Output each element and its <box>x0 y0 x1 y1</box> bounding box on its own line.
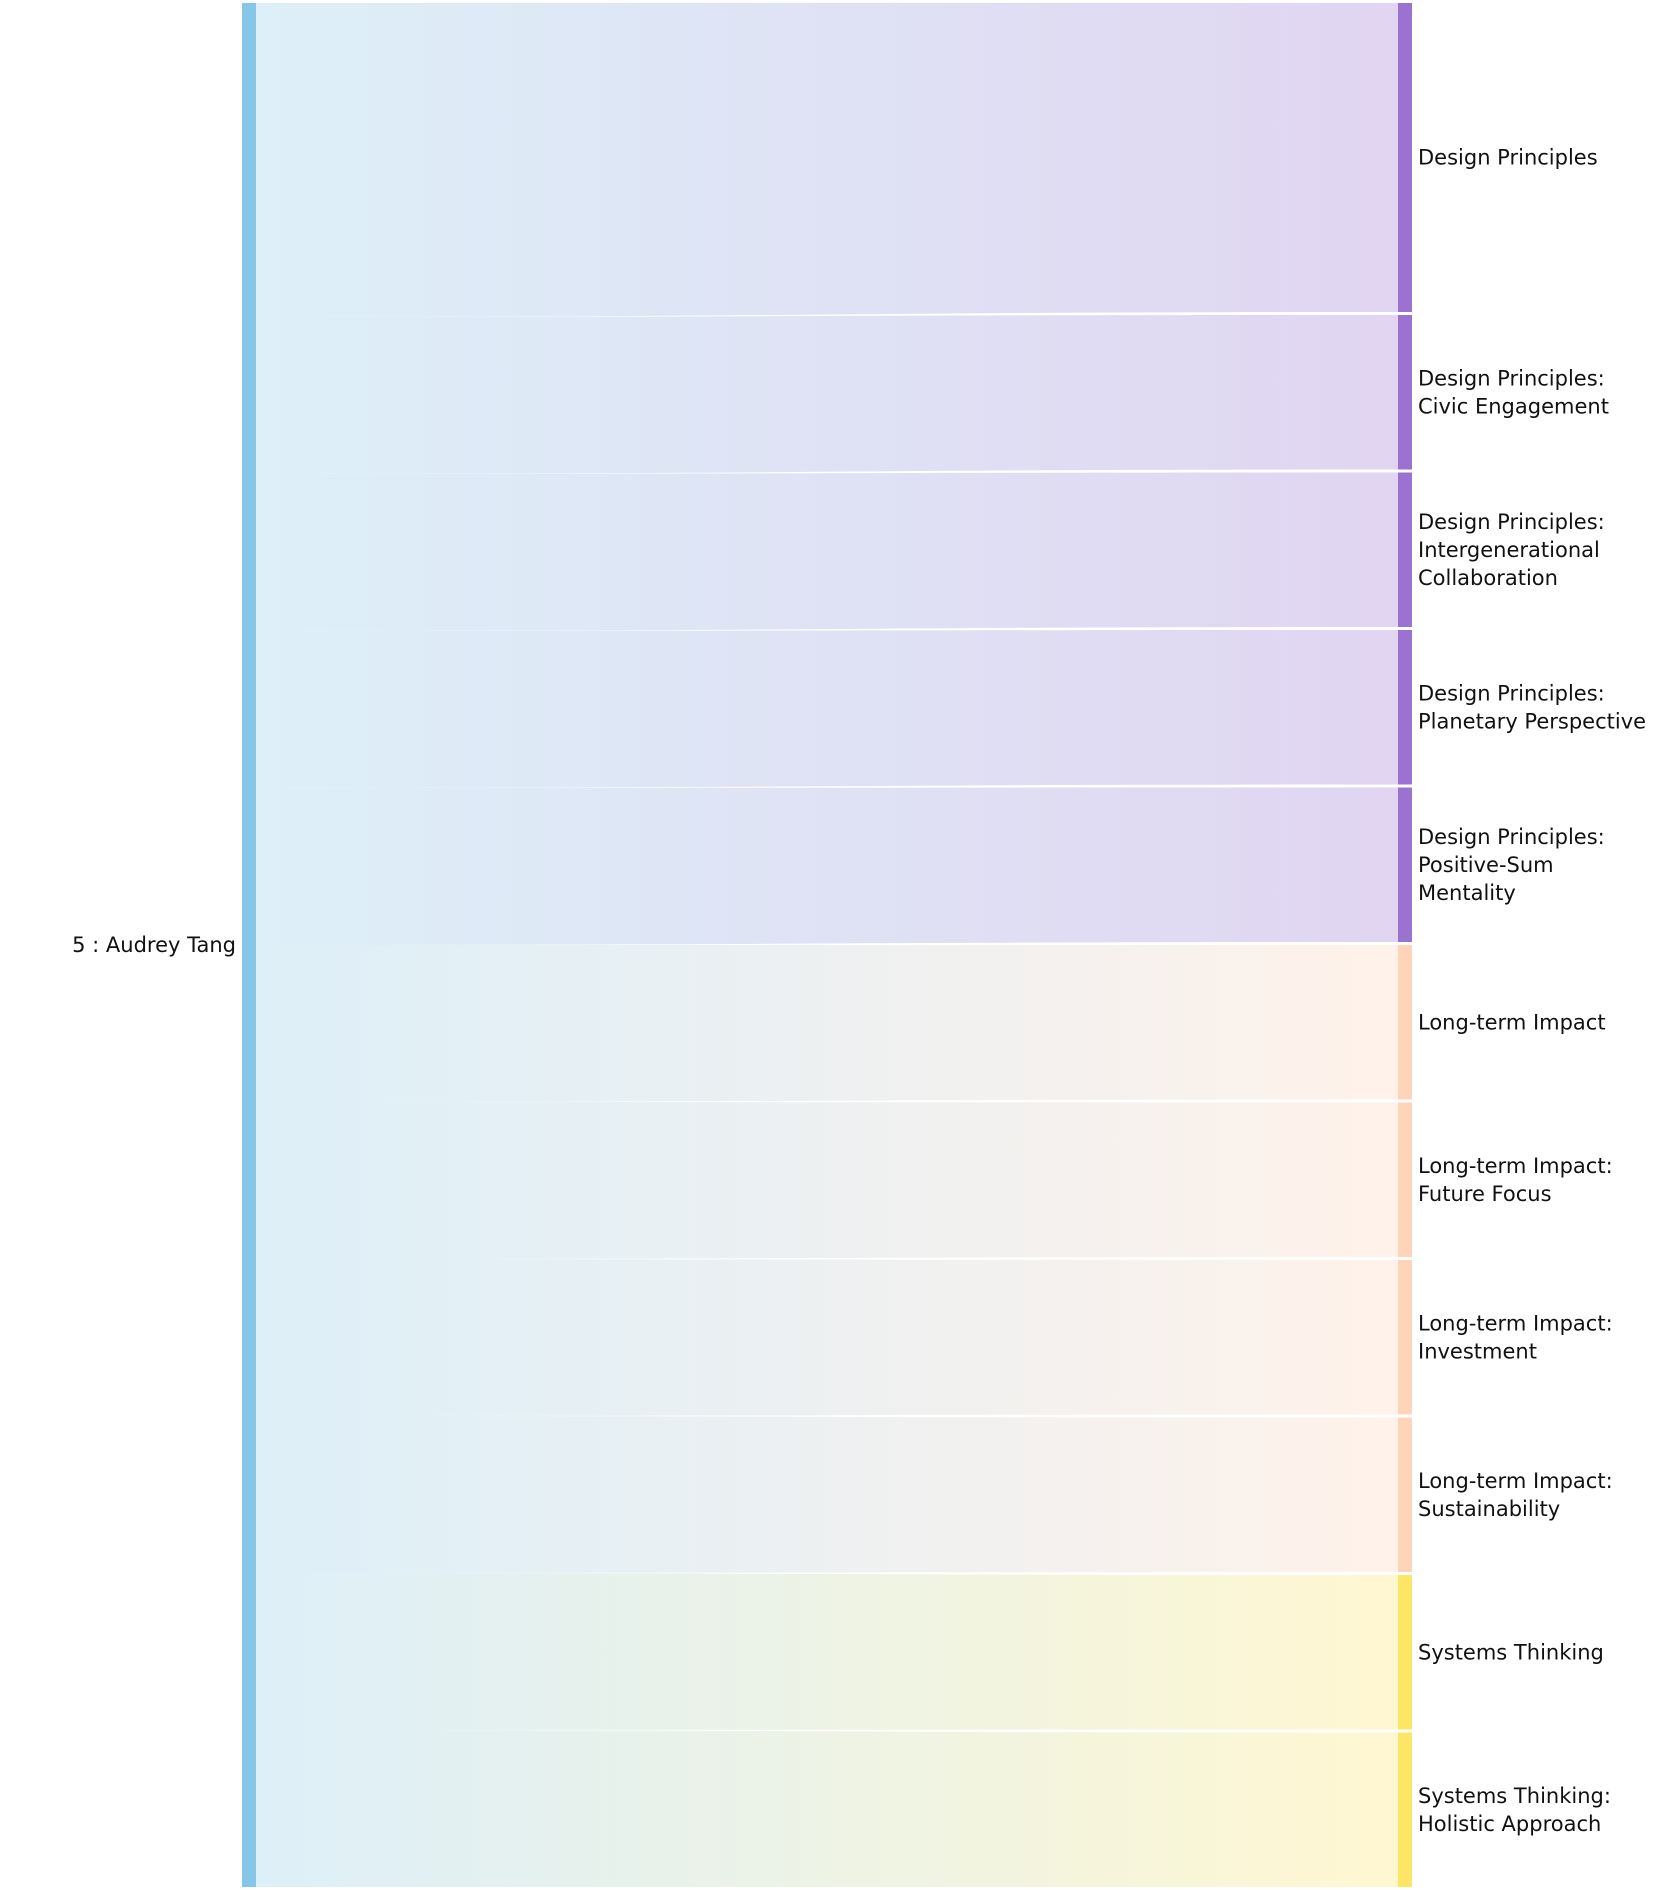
source-node-label: 5 : Audrey Tang <box>72 933 236 957</box>
target-node-label: Long-term Impact <box>1418 1010 1606 1034</box>
target-node <box>1398 472 1412 627</box>
sankey-link <box>256 1416 1398 1573</box>
target-node-label: Design Principles: Positive-Sum Mentality <box>1418 825 1605 905</box>
target-node-label: Design Principles: Intergenerational Colla… <box>1418 510 1605 590</box>
sankey-link <box>256 472 1398 631</box>
sankey-link <box>256 3 1398 317</box>
target-node-label: Long-term Impact: Sustainability <box>1418 1469 1613 1521</box>
sankey-link <box>256 1259 1398 1416</box>
target-node-label: Systems Thinking: Holistic Approach <box>1418 1784 1611 1836</box>
target-node <box>1398 787 1412 942</box>
target-node-label: Systems Thinking <box>1418 1640 1604 1664</box>
target-node <box>1398 630 1412 785</box>
sankey-links <box>256 3 1398 1887</box>
target-node <box>1398 1575 1412 1730</box>
target-node <box>1398 1732 1412 1887</box>
sankey-labels: 5 : Audrey Tang Design Principles Design P… <box>72 146 1646 1836</box>
target-node-label: Long-term Impact: Future Focus <box>1418 1154 1613 1206</box>
target-node-label: Long-term Impact: Investment <box>1418 1311 1613 1363</box>
target-node <box>1398 315 1412 470</box>
sankey-link <box>256 1730 1398 1887</box>
target-node <box>1398 3 1412 312</box>
sankey-link <box>256 1102 1398 1259</box>
sankey-link <box>256 1573 1398 1730</box>
target-node-label: Design Principles: Planetary Perspective <box>1418 681 1646 733</box>
target-node <box>1398 1102 1412 1257</box>
sankey-link <box>256 945 1398 1102</box>
sankey-link <box>256 315 1398 474</box>
target-node-label: Design Principles: Civic Engagement <box>1418 366 1609 418</box>
target-node-label: Design Principles <box>1418 146 1598 170</box>
sankey-link <box>256 787 1398 945</box>
target-node <box>1398 945 1412 1100</box>
target-node <box>1398 1417 1412 1572</box>
target-node <box>1398 1260 1412 1415</box>
source-node <box>242 3 256 1887</box>
sankey-nodes <box>242 3 1412 1887</box>
sankey-link <box>256 630 1398 788</box>
